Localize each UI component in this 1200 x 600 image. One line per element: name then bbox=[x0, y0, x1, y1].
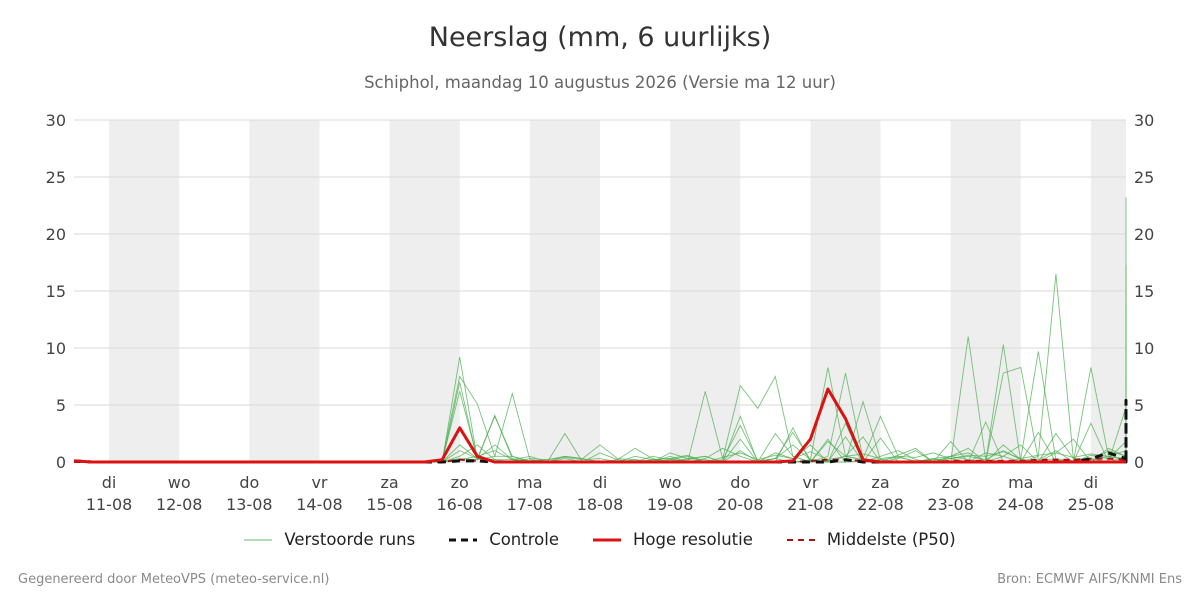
x-tick-date: 13-08 bbox=[226, 495, 273, 514]
x-tick-date: 20-08 bbox=[717, 495, 764, 514]
legend-item-high-res[interactable]: Hoge resolutie bbox=[592, 530, 753, 549]
x-axis: di 11-08 wo 12-08 do 13-08 vr 14-08 za 15-08 zo 16-… bbox=[86, 473, 1114, 514]
x-tick-date: 25-08 bbox=[1068, 495, 1115, 514]
legend-label: Controle bbox=[489, 530, 559, 549]
y-tick-label-left: 20 bbox=[46, 225, 66, 244]
y-tick-label-left: 5 bbox=[56, 396, 66, 415]
x-tick-day: di bbox=[593, 473, 608, 492]
x-tick-day: zo bbox=[451, 473, 469, 492]
y-tick-label-left: 0 bbox=[56, 453, 66, 472]
y-tick-label-left: 30 bbox=[46, 111, 66, 130]
x-tick-day: za bbox=[871, 473, 889, 492]
x-tick-date: 15-08 bbox=[366, 495, 413, 514]
y-axis-left: 0 5 10 15 20 25 30 bbox=[46, 111, 66, 472]
precipitation-chart: 0 5 10 15 20 25 30 0 5 10 15 20 25 30 di 11-08 wo 12-08… bbox=[46, 111, 1155, 514]
legend-swatch-median bbox=[786, 538, 815, 541]
legend-swatch-perturbed bbox=[244, 539, 273, 540]
x-tick-day: wo bbox=[168, 473, 191, 492]
y-tick-label-right: 10 bbox=[1134, 339, 1154, 358]
legend-label: Verstoorde runs bbox=[284, 530, 416, 549]
legend-item-median[interactable]: Middelste (P50) bbox=[786, 530, 956, 549]
main-series bbox=[73, 387, 1128, 464]
y-tick-label-right: 20 bbox=[1134, 225, 1154, 244]
legend: Verstoorde runs Controle Hoge resolutie … bbox=[0, 530, 1200, 549]
chart-title: Neerslag (mm, 6 uurlijks) bbox=[428, 22, 772, 53]
x-tick-day: wo bbox=[659, 473, 682, 492]
y-tick-label-left: 15 bbox=[46, 282, 66, 301]
chart-subtitle: Schiphol, maandag 10 augustus 2026 (Vers… bbox=[364, 73, 836, 92]
y-tick-label-right: 0 bbox=[1134, 453, 1144, 472]
x-tick-date: 24-08 bbox=[998, 495, 1045, 514]
legend-swatch-high-res bbox=[592, 538, 621, 541]
x-tick-day: di bbox=[1084, 473, 1099, 492]
y-tick-label-right: 15 bbox=[1134, 282, 1154, 301]
x-tick-day: vr bbox=[802, 473, 818, 492]
x-tick-day: do bbox=[730, 473, 750, 492]
x-tick-date: 23-08 bbox=[927, 495, 974, 514]
legend-label: Hoge resolutie bbox=[632, 530, 753, 549]
series-control bbox=[73, 398, 1128, 464]
x-tick-date: 12-08 bbox=[156, 495, 203, 514]
legend-item-control[interactable]: Controle bbox=[449, 530, 559, 549]
x-tick-day: vr bbox=[311, 473, 327, 492]
legend-label: Middelste (P50) bbox=[826, 530, 956, 549]
x-tick-day: do bbox=[239, 473, 259, 492]
legend-swatch-control bbox=[449, 538, 478, 541]
legend-item-perturbed[interactable]: Verstoorde runs bbox=[244, 530, 415, 549]
y-tick-label-right: 5 bbox=[1134, 396, 1144, 415]
x-tick-day: ma bbox=[517, 473, 542, 492]
x-tick-date: 11-08 bbox=[86, 495, 133, 514]
x-tick-day: za bbox=[380, 473, 398, 492]
y-tick-label-right: 25 bbox=[1134, 168, 1154, 187]
y-tick-label-left: 25 bbox=[46, 168, 66, 187]
x-tick-date: 19-08 bbox=[647, 495, 694, 514]
series-high-res bbox=[73, 387, 1126, 464]
x-tick-date: 21-08 bbox=[787, 495, 834, 514]
x-tick-date: 22-08 bbox=[857, 495, 904, 514]
y-tick-label-left: 10 bbox=[46, 339, 66, 358]
footer-generator: Gegenereerd door MeteoVPS (meteo-service… bbox=[18, 572, 330, 587]
x-tick-day: zo bbox=[942, 473, 960, 492]
x-tick-date: 18-08 bbox=[577, 495, 624, 514]
x-tick-date: 14-08 bbox=[296, 495, 343, 514]
footer-source: Bron: ECMWF AIFS/KNMI Ens bbox=[997, 572, 1182, 587]
y-axis-right: 0 5 10 15 20 25 30 bbox=[1134, 111, 1154, 472]
y-tick-label-right: 30 bbox=[1134, 111, 1154, 130]
x-tick-day: di bbox=[102, 473, 117, 492]
x-tick-day: ma bbox=[1008, 473, 1033, 492]
x-tick-date: 17-08 bbox=[507, 495, 554, 514]
x-tick-date: 16-08 bbox=[436, 495, 483, 514]
